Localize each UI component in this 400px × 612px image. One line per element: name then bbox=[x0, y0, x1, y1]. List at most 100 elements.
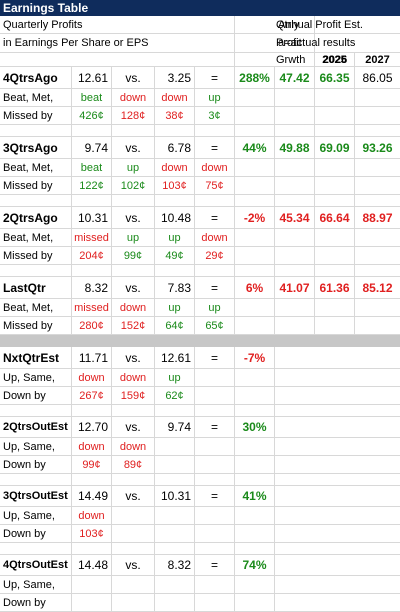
status-3: up bbox=[155, 369, 195, 386]
status-3: down bbox=[155, 159, 195, 176]
down-by-label: Down by bbox=[0, 594, 72, 611]
status-1: missed bbox=[72, 229, 112, 246]
spacer-row bbox=[0, 474, 400, 486]
growth-pct: 6% bbox=[235, 277, 275, 298]
row-lastqtr-margin: Missed by 280¢ 152¢ 64¢ 65¢ bbox=[0, 317, 400, 335]
margin-3: 103¢ bbox=[155, 177, 195, 194]
status-1: missed bbox=[72, 299, 112, 316]
margin-4: 65¢ bbox=[195, 317, 235, 334]
row-lastqtr-status: Beat, Met, missed down up up bbox=[0, 299, 400, 317]
margin-1: 204¢ bbox=[72, 247, 112, 264]
eps-value: 12.61 bbox=[72, 67, 112, 88]
eps-value: 10.31 bbox=[72, 207, 112, 228]
missed-by-label: Missed by bbox=[0, 317, 72, 334]
beat-met-label: Beat, Met, bbox=[0, 89, 72, 106]
row-3qtrsago-margin: Missed by 122¢ 102¢ 103¢ 75¢ bbox=[0, 177, 400, 195]
row-4qtrsago-status: Beat, Met, beat down down up bbox=[0, 89, 400, 107]
status-4: up bbox=[195, 89, 235, 106]
equals-sign: = bbox=[195, 347, 235, 368]
margin-3: 64¢ bbox=[155, 317, 195, 334]
growth-pct: 30% bbox=[235, 417, 275, 437]
margin-2: 89¢ bbox=[112, 456, 155, 473]
margin-2: 102¢ bbox=[112, 177, 155, 194]
header-row-1: Quarterly Profits Qtrly Annual Profit Es… bbox=[0, 16, 400, 34]
vs-label: vs. bbox=[112, 67, 155, 88]
status-3: down bbox=[155, 89, 195, 106]
header-quarterly-profits: Quarterly Profits bbox=[0, 16, 235, 33]
missed-by-label: Missed by bbox=[0, 177, 72, 194]
row-2qtrsoutest: 2QtrsOutEst 12.70 vs. 9.74 = 30% bbox=[0, 417, 400, 438]
equals-sign: = bbox=[195, 417, 235, 437]
spacer-row bbox=[0, 265, 400, 277]
up-same-label: Up, Same, bbox=[0, 576, 72, 593]
growth-pct: 44% bbox=[235, 137, 275, 158]
status-4: up bbox=[195, 299, 235, 316]
eps-prior: 6.78 bbox=[155, 137, 195, 158]
spacer-row bbox=[0, 543, 400, 555]
header-grwth: Grwth bbox=[275, 53, 315, 66]
quarter-label: LastQtr bbox=[0, 277, 72, 298]
margin-2: 152¢ bbox=[112, 317, 155, 334]
header-annual-profit: Annual Profit Est. bbox=[278, 19, 363, 31]
vs-label: vs. bbox=[112, 207, 155, 228]
row-lastqtr: LastQtr 8.32 vs. 7.83 = 6% 41.07 61.36 8… bbox=[0, 277, 400, 299]
eps-prior: 12.61 bbox=[155, 347, 195, 368]
row-4qtrsoutest: 4QtrsOutEst 14.48 vs. 8.32 = 74% bbox=[0, 555, 400, 576]
status-1: beat bbox=[72, 159, 112, 176]
estimate-label: NxtQtrEst bbox=[0, 347, 72, 368]
equals-sign: = bbox=[195, 207, 235, 228]
up-same-label: Up, Same, bbox=[0, 438, 72, 455]
row-3qtrsoutest: 3QtrsOutEst 14.49 vs. 10.31 = 41% bbox=[0, 486, 400, 507]
estimate-label: 3QtrsOutEst bbox=[0, 486, 72, 506]
down-by-label: Down by bbox=[0, 456, 72, 473]
margin-3: 62¢ bbox=[155, 387, 195, 404]
eps-value: 8.32 bbox=[72, 277, 112, 298]
row-nxtqtrest-margin: Down by 267¢ 159¢ 62¢ bbox=[0, 387, 400, 405]
vs-label: vs. bbox=[112, 137, 155, 158]
row-3qtrsoutest-status: Up, Same, down bbox=[0, 507, 400, 525]
est-2027: 86.05 bbox=[362, 71, 393, 85]
row-3qtrsoutest-margin: Down by 103¢ bbox=[0, 525, 400, 543]
estimate-label: 2QtrsOutEst bbox=[0, 417, 72, 437]
estimate-label: 4QtrsOutEst bbox=[0, 555, 72, 575]
margin-1: 267¢ bbox=[72, 387, 112, 404]
spacer-row bbox=[0, 125, 400, 137]
status-4: down bbox=[195, 229, 235, 246]
down-by-label: Down by bbox=[0, 525, 72, 542]
row-2qtrsago-status: Beat, Met, missed up up down bbox=[0, 229, 400, 247]
margin-1: 103¢ bbox=[72, 525, 112, 542]
header-row-2: in Earnings Per Share or EPS Profit a=ac… bbox=[0, 34, 400, 53]
row-4qtrsago: 4QtrsAgo 12.61 vs. 3.25 = 288% 47.42 66.… bbox=[0, 67, 400, 89]
row-2qtrsago: 2QtrsAgo 10.31 vs. 10.48 = -2% 45.34 66.… bbox=[0, 207, 400, 229]
equals-sign: = bbox=[195, 486, 235, 506]
status-1: down bbox=[72, 369, 112, 386]
margin-1: 280¢ bbox=[72, 317, 112, 334]
up-same-label: Up, Same, bbox=[0, 369, 72, 386]
eps-prior: 7.83 bbox=[155, 277, 195, 298]
row-4qtrsago-margin: Missed by 426¢ 128¢ 38¢ 3¢ bbox=[0, 107, 400, 125]
header-year-2026: 2026 bbox=[322, 54, 348, 66]
eps-prior: 8.32 bbox=[155, 555, 195, 575]
status-3: up bbox=[155, 299, 195, 316]
status-3: up bbox=[155, 229, 195, 246]
beat-met-label: Beat, Met, bbox=[0, 159, 72, 176]
eps-value: 9.74 bbox=[72, 137, 112, 158]
eps-prior: 9.74 bbox=[155, 417, 195, 437]
status-2: down bbox=[112, 89, 155, 106]
row-4qtrsoutest-margin: Down by bbox=[0, 594, 400, 612]
quarter-label: 3QtrsAgo bbox=[0, 137, 72, 158]
margin-4: 3¢ bbox=[195, 107, 235, 124]
eps-value: 14.49 bbox=[72, 486, 112, 506]
row-3qtrsago-status: Beat, Met, beat up down down bbox=[0, 159, 400, 177]
eps-value: 11.71 bbox=[72, 347, 112, 368]
up-same-label: Up, Same, bbox=[0, 507, 72, 524]
eps-prior: 10.31 bbox=[155, 486, 195, 506]
row-nxtqtrest: NxtQtrEst 11.71 vs. 12.61 = -7% bbox=[0, 347, 400, 369]
row-4qtrsoutest-status: Up, Same, bbox=[0, 576, 400, 594]
margin-1: 99¢ bbox=[72, 456, 112, 473]
margin-3: 38¢ bbox=[155, 107, 195, 124]
est-2025: 47.42 bbox=[275, 67, 315, 88]
header-row-3: Grwth 2025 bbox=[0, 53, 400, 67]
eps-value: 12.70 bbox=[72, 417, 112, 437]
status-1: beat bbox=[72, 89, 112, 106]
